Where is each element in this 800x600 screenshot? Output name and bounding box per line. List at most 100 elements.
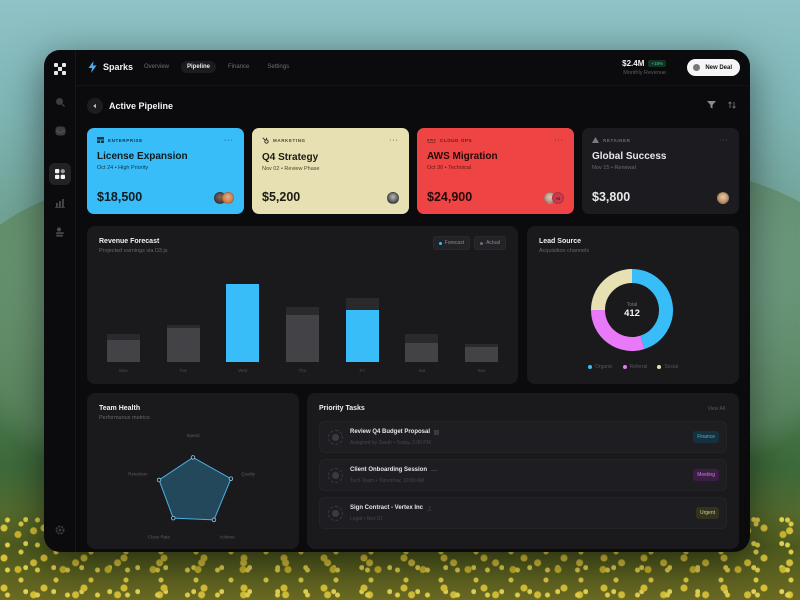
x-axis-label: Tue: [179, 368, 187, 373]
x-axis-label: Wed: [238, 368, 248, 373]
legend-item-social: Social: [657, 364, 678, 370]
app-window: Sparks Overview Pipeline Finance Setting…: [44, 50, 750, 552]
legend-actual-toggle[interactable]: Actual: [474, 236, 506, 250]
priority-tasks-panel: Priority Tasks View All Review Q4 Budget…: [307, 393, 739, 549]
aws-icon: aws: [427, 137, 436, 143]
deal-category: MARKETING: [273, 138, 306, 143]
inbox-icon: [55, 126, 65, 136]
avatar: [717, 192, 729, 204]
deal-title: License Expansion: [97, 151, 188, 162]
task-title: Client Onboarding Session: [350, 467, 428, 473]
nav-pipeline[interactable]: Pipeline: [181, 61, 217, 73]
panel-title: Lead Source: [539, 238, 582, 245]
revenue-change-badge: +18%: [648, 60, 666, 67]
bar-wed[interactable]: Wed: [226, 270, 260, 373]
arrow-left-icon: [93, 103, 96, 109]
brand[interactable]: Sparks: [88, 61, 133, 73]
task-tag: Finance: [693, 431, 719, 443]
task-checkbox[interactable]: [328, 430, 343, 445]
sidebar-item-analytics[interactable]: [49, 192, 71, 214]
nav-overview[interactable]: Overview: [144, 64, 170, 70]
bar-mon[interactable]: Mon: [107, 270, 140, 373]
dot-icon: [438, 241, 442, 245]
users-icon: [56, 227, 64, 237]
x-axis-label: Mon: [119, 368, 128, 373]
deal-amount: $5,200: [262, 190, 301, 204]
new-deal-label: New Deal: [705, 64, 732, 71]
task-row[interactable]: Client Onboarding Session Tech Team • To…: [319, 459, 727, 491]
avatar-overflow-count: +2: [552, 192, 564, 204]
donut-chart: [591, 269, 673, 351]
donut-legend: Organic Referral Social: [527, 364, 739, 370]
more-options-icon[interactable]: ···: [554, 137, 564, 144]
deal-card[interactable]: MARKETING ··· Q4 Strategy Nov 02 • Revie…: [252, 128, 409, 214]
nav-finance[interactable]: Finance: [228, 64, 250, 70]
task-checkbox[interactable]: [328, 468, 343, 483]
x-axis-label: Sun: [477, 368, 486, 373]
radar-area: [158, 456, 232, 521]
deal-card[interactable]: aws CLOUD OPS ··· AWS Migration Oct 30 •…: [417, 128, 574, 214]
dashboard-icon: [55, 169, 65, 179]
task-tag: Urgent: [695, 507, 719, 519]
x-axis-label: Thu: [298, 368, 307, 373]
gear-icon: [55, 525, 65, 535]
more-options-icon[interactable]: ···: [389, 137, 399, 144]
radar-axis-label: Volume: [220, 534, 236, 539]
task-row[interactable]: Review Q4 Budget Proposal Assigned by Sa…: [319, 421, 727, 453]
sort-icon[interactable]: [728, 101, 736, 109]
legend-item-referral: Referral: [622, 364, 647, 370]
sidebar-item-dashboard[interactable]: [49, 163, 71, 185]
back-button[interactable]: [87, 98, 103, 114]
donut-segment-referral: [591, 309, 645, 351]
deal-card[interactable]: RETAINER ··· Global Success Nov 15 • Ren…: [582, 128, 739, 214]
radar-point: [190, 455, 196, 460]
donut-center: Total 412: [590, 268, 674, 352]
radar-axis-label: Retention: [128, 472, 148, 477]
legend-forecast-toggle[interactable]: Forecast: [432, 236, 471, 250]
total-label: Total: [626, 301, 638, 308]
donut-segment-social: [591, 269, 633, 311]
x-axis-label: Fri: [359, 368, 365, 373]
hubspot-icon: [262, 137, 269, 144]
deal-title: Q4 Strategy: [262, 152, 319, 163]
task-subtitle: Assigned by Sarah • Today, 2:00 PM: [350, 440, 431, 446]
search-icon: [56, 98, 65, 107]
deal-category: CLOUD OPS: [440, 137, 473, 143]
deal-amount: $3,800: [592, 190, 631, 204]
task-subtitle: Tech Team • Tomorrow, 10:00 AM: [350, 478, 425, 484]
deal-subtitle: Nov 15 • Renewal: [592, 165, 636, 171]
filter-icon[interactable]: [707, 101, 716, 109]
bar-sat[interactable]: Sat: [405, 270, 439, 373]
radar-chart: Speed Quality Volume Close Rate Retention: [128, 433, 256, 539]
radar-axis-label: Quality: [241, 472, 256, 477]
bar-thu[interactable]: Thu: [286, 270, 319, 373]
nav-settings[interactable]: Settings: [267, 64, 290, 70]
radar-axis-label: Speed: [186, 433, 200, 438]
bar-sun[interactable]: Sun: [465, 270, 498, 373]
new-deal-button[interactable]: New Deal: [687, 59, 740, 76]
sidebar-item-settings[interactable]: [49, 519, 71, 541]
task-row[interactable]: Sign Contract - Vertex Inc Legal • Nov 0…: [319, 497, 727, 529]
triangle-icon: [592, 137, 599, 143]
avatar-group: [717, 192, 729, 204]
task-checkbox[interactable]: [328, 506, 343, 521]
sidebar-item-search[interactable]: [49, 91, 71, 113]
deal-card[interactable]: ENTERPRISE ··· License Expansion Oct 24 …: [87, 128, 244, 214]
sidebar-item-inbox[interactable]: [49, 120, 71, 142]
more-options-icon[interactable]: ···: [719, 137, 729, 144]
page-header: Active Pipeline: [87, 98, 173, 114]
view-all-link[interactable]: View All: [707, 406, 725, 412]
brand-name: Sparks: [103, 62, 134, 72]
lead-source-panel: Lead Source Acquisition channels Total 4…: [527, 226, 739, 384]
sidebar-item-team[interactable]: [49, 221, 71, 243]
legend-label: Forecast: [444, 240, 465, 246]
chart-icon: [55, 199, 65, 208]
revenue-forecast-panel: Revenue Forecast Projected earnings via …: [87, 226, 518, 384]
deal-amount: $24,900: [427, 190, 473, 204]
logo-icon[interactable]: [53, 62, 67, 76]
bar-fri[interactable]: Fri: [345, 270, 379, 373]
x-axis-label: Sat: [418, 368, 426, 373]
task-tag: Meeting: [693, 469, 719, 481]
more-options-icon[interactable]: ···: [224, 137, 234, 144]
bar-tue[interactable]: Tue: [166, 270, 200, 373]
